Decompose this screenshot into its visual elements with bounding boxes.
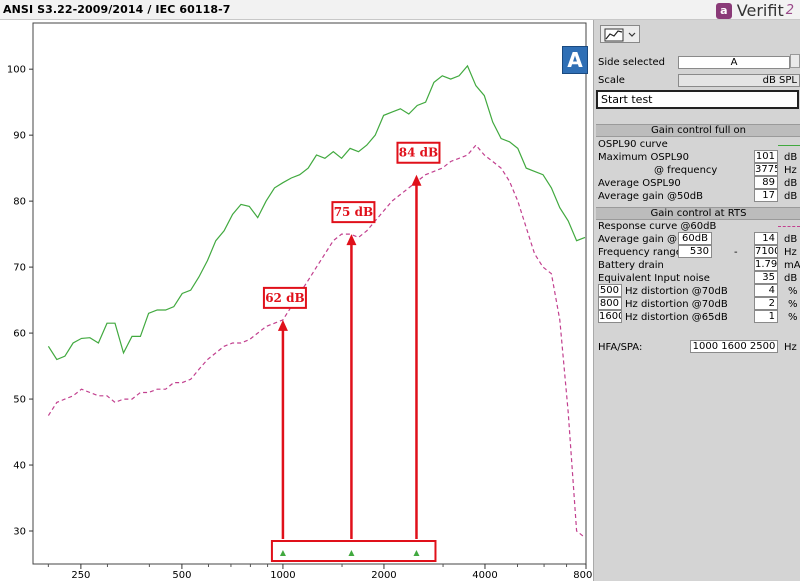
ein-label: Equivalent Input noise xyxy=(598,273,710,284)
arrow-head-icon xyxy=(346,234,357,246)
distortion-unit-500: % xyxy=(788,286,798,297)
brand-version: 2 xyxy=(785,3,794,18)
y-tick-label: 90 xyxy=(13,131,26,142)
settings-panel: Side selected A Scale dB SPL Start test … xyxy=(593,20,800,581)
distortion-freq-500[interactable]: 500 xyxy=(598,284,622,297)
y-tick-label: 70 xyxy=(13,263,26,274)
chart-area: 250500100020004000800030405060708090100 … xyxy=(0,20,592,581)
arrow-head-icon xyxy=(277,319,288,331)
brand-logo-icon: a xyxy=(715,2,732,19)
response-legend-swatch xyxy=(778,226,800,227)
x-tick-label: 250 xyxy=(71,570,90,581)
side-a-selector-button[interactable]: A xyxy=(562,46,588,74)
ospl90-legend-swatch xyxy=(778,145,800,146)
response-chart: 250500100020004000800030405060708090100 … xyxy=(7,22,592,581)
title-bar: ANSI S3.22-2009/2014 / IEC 60118-7 a Ver… xyxy=(0,0,800,20)
view-mode-button[interactable] xyxy=(600,25,640,43)
distortion-value-800: 2 xyxy=(754,297,778,310)
max-ospl90-unit: dB xyxy=(784,152,798,163)
battery-drain-label: Battery drain xyxy=(598,260,664,271)
side-scroll-handle[interactable] xyxy=(790,54,800,68)
avg-gain-value: 14 xyxy=(754,232,778,245)
response-curve-line xyxy=(47,144,586,539)
distortion-label-800: Hz distortion @70dB xyxy=(625,299,728,310)
freq-range-label: Frequency range xyxy=(598,247,682,258)
distortion-value-1600: 1 xyxy=(754,310,778,323)
frequency-label: @ frequency xyxy=(654,165,718,176)
hfa-marker-icon xyxy=(348,550,355,556)
hfa-marker-icon xyxy=(413,550,420,556)
annotation-box xyxy=(331,201,376,224)
annotation-box xyxy=(262,286,307,309)
test-standard-title: ANSI S3.22-2009/2014 / IEC 60118-7 xyxy=(3,3,231,16)
x-tick-label: 8000 xyxy=(573,570,592,581)
x-tick-label: 4000 xyxy=(472,570,497,581)
x-tick-label: 1000 xyxy=(270,570,295,581)
ospl90-curve-label: OSPL90 curve xyxy=(598,139,668,150)
avg-gain50-unit: dB xyxy=(784,191,798,202)
avg-gain-input-level[interactable]: 60dB xyxy=(678,232,712,245)
avg-gain-label: Average gain @ xyxy=(598,234,678,245)
avg-ospl90-unit: dB xyxy=(784,178,798,189)
graph-view-icon xyxy=(604,28,636,42)
y-tick-label: 30 xyxy=(13,527,26,538)
rts-section-header: Gain control at RTS xyxy=(596,207,800,220)
x-tick-label: 2000 xyxy=(371,570,396,581)
avg-gain-unit: dB xyxy=(784,234,798,245)
ospl90-curve-line xyxy=(47,64,586,361)
avg-gain50-label: Average gain @50dB xyxy=(598,191,703,202)
annotation-label: 62 dB xyxy=(265,291,304,305)
x-tick-label: 500 xyxy=(172,570,191,581)
start-test-button[interactable]: Start test xyxy=(596,90,799,109)
freq-range-unit: Hz xyxy=(784,247,797,258)
max-ospl90-value: 101 xyxy=(754,150,778,163)
freq-range-high: 7100 xyxy=(754,245,778,258)
distortion-value-500: 4 xyxy=(754,284,778,297)
brand-name: Verifit xyxy=(736,1,784,20)
brand: a Verifit 2 xyxy=(715,1,794,20)
battery-drain-value: 1.79 xyxy=(754,258,778,271)
ein-value: 35 xyxy=(754,271,778,284)
arrow-head-icon xyxy=(411,174,422,186)
side-selected-dropdown[interactable]: A xyxy=(678,56,790,69)
response-curve-label: Response curve @60dB xyxy=(598,221,717,232)
battery-drain-unit: mA xyxy=(784,260,800,271)
ein-unit: dB xyxy=(784,273,798,284)
distortion-unit-1600: % xyxy=(788,312,798,323)
annotation-box xyxy=(396,141,441,164)
max-ospl90-label: Maximum OSPL90 xyxy=(598,152,689,163)
full-on-section-header: Gain control full on xyxy=(596,124,800,137)
annotation-label: 75 dB xyxy=(334,205,373,219)
hfa-spa-value: 1000 1600 2500 xyxy=(690,340,778,353)
scale-dropdown[interactable]: dB SPL xyxy=(678,74,800,87)
avg-gain50-value: 17 xyxy=(754,189,778,202)
avg-ospl90-value: 89 xyxy=(754,176,778,189)
avg-ospl90-label: Average OSPL90 xyxy=(598,178,681,189)
hfa-spa-label: HFA/SPA: xyxy=(598,342,643,353)
y-tick-label: 100 xyxy=(7,65,26,76)
hfa-marker-icon xyxy=(279,550,286,556)
side-selected-label: Side selected xyxy=(598,57,666,68)
freq-range-low: 530 xyxy=(678,245,712,258)
hfa-spa-unit: Hz xyxy=(784,342,797,353)
distortion-label-1600: Hz distortion @65dB xyxy=(625,312,728,323)
distortion-unit-800: % xyxy=(788,299,798,310)
max-frequency-value: 3775 xyxy=(754,163,778,176)
distortion-label-500: Hz distortion @70dB xyxy=(625,286,728,297)
scale-label: Scale xyxy=(598,75,625,86)
y-tick-label: 40 xyxy=(13,461,26,472)
hfa-marker-highlight xyxy=(270,540,437,562)
freq-range-separator: - xyxy=(734,247,738,258)
y-tick-label: 50 xyxy=(13,395,26,406)
plot-frame xyxy=(32,22,587,565)
y-tick-label: 80 xyxy=(13,197,26,208)
distortion-freq-800[interactable]: 800 xyxy=(598,297,622,310)
y-tick-label: 60 xyxy=(13,329,26,340)
distortion-freq-1600[interactable]: 1600 xyxy=(598,310,622,323)
max-frequency-unit: Hz xyxy=(784,165,797,176)
annotation-label: 84 dB xyxy=(399,146,438,160)
